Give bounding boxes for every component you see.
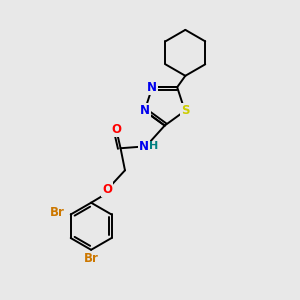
Text: H: H bbox=[149, 141, 158, 151]
Text: N: N bbox=[139, 140, 149, 153]
Text: N: N bbox=[140, 104, 150, 117]
Text: O: O bbox=[111, 123, 121, 136]
Text: S: S bbox=[181, 104, 189, 117]
Text: Br: Br bbox=[50, 206, 65, 219]
Text: O: O bbox=[102, 183, 112, 196]
Text: N: N bbox=[147, 81, 157, 94]
Text: Br: Br bbox=[84, 252, 98, 265]
